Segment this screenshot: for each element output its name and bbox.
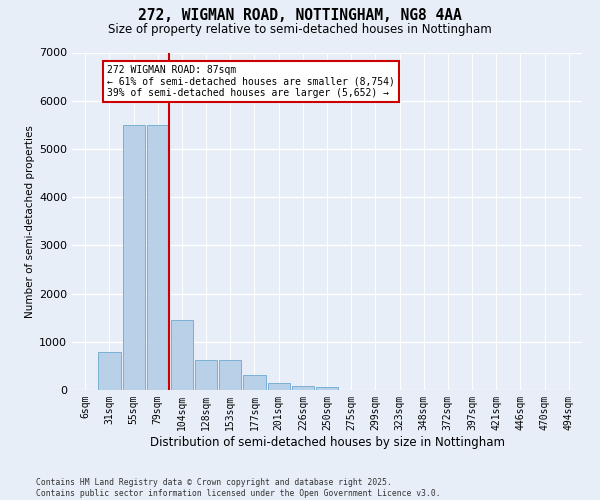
Text: 272, WIGMAN ROAD, NOTTINGHAM, NG8 4AA: 272, WIGMAN ROAD, NOTTINGHAM, NG8 4AA [138, 8, 462, 22]
Y-axis label: Number of semi-detached properties: Number of semi-detached properties [25, 125, 35, 318]
Text: 272 WIGMAN ROAD: 87sqm
← 61% of semi-detached houses are smaller (8,754)
39% of : 272 WIGMAN ROAD: 87sqm ← 61% of semi-det… [107, 64, 395, 98]
Bar [195, 360, 217, 390]
Bar [122, 125, 145, 390]
Bar [171, 320, 193, 390]
Bar [244, 374, 266, 390]
Bar [268, 383, 290, 390]
Bar [316, 386, 338, 390]
Bar [219, 360, 241, 390]
Text: Contains HM Land Registry data © Crown copyright and database right 2025.
Contai: Contains HM Land Registry data © Crown c… [36, 478, 440, 498]
X-axis label: Distribution of semi-detached houses by size in Nottingham: Distribution of semi-detached houses by … [149, 436, 505, 448]
Text: Size of property relative to semi-detached houses in Nottingham: Size of property relative to semi-detach… [108, 22, 492, 36]
Bar [98, 352, 121, 390]
Bar [146, 125, 169, 390]
Bar [292, 386, 314, 390]
